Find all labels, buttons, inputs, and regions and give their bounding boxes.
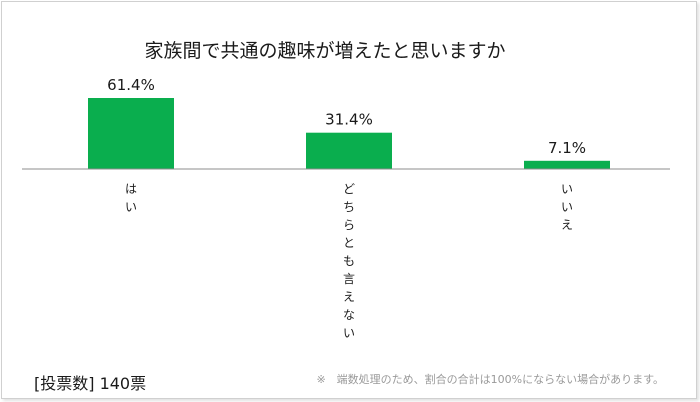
bar-2	[306, 132, 392, 169]
labels-group: 61.4% はい 31.4% どちらとも言えない 7.1% いいえ	[107, 76, 586, 340]
value-label-2: 31.4%	[325, 111, 373, 129]
bars-group	[88, 98, 610, 169]
chart-title: 家族間で共通の趣味が増えたと思いますか	[144, 40, 506, 62]
value-label-1: 61.4%	[107, 76, 155, 94]
category-label-3: いいえ	[561, 182, 573, 232]
value-label-3: 7.1%	[548, 139, 586, 157]
bar-3	[524, 160, 610, 169]
rounding-note: ※ 端数処理のため、割合の合計は100%にならない場合があります。	[316, 373, 664, 386]
bar-1	[88, 98, 174, 169]
vote-count: [投票数] 140票	[34, 374, 147, 393]
category-label-2: どちらとも言えない	[343, 182, 355, 340]
category-label-1: はい	[125, 182, 137, 214]
